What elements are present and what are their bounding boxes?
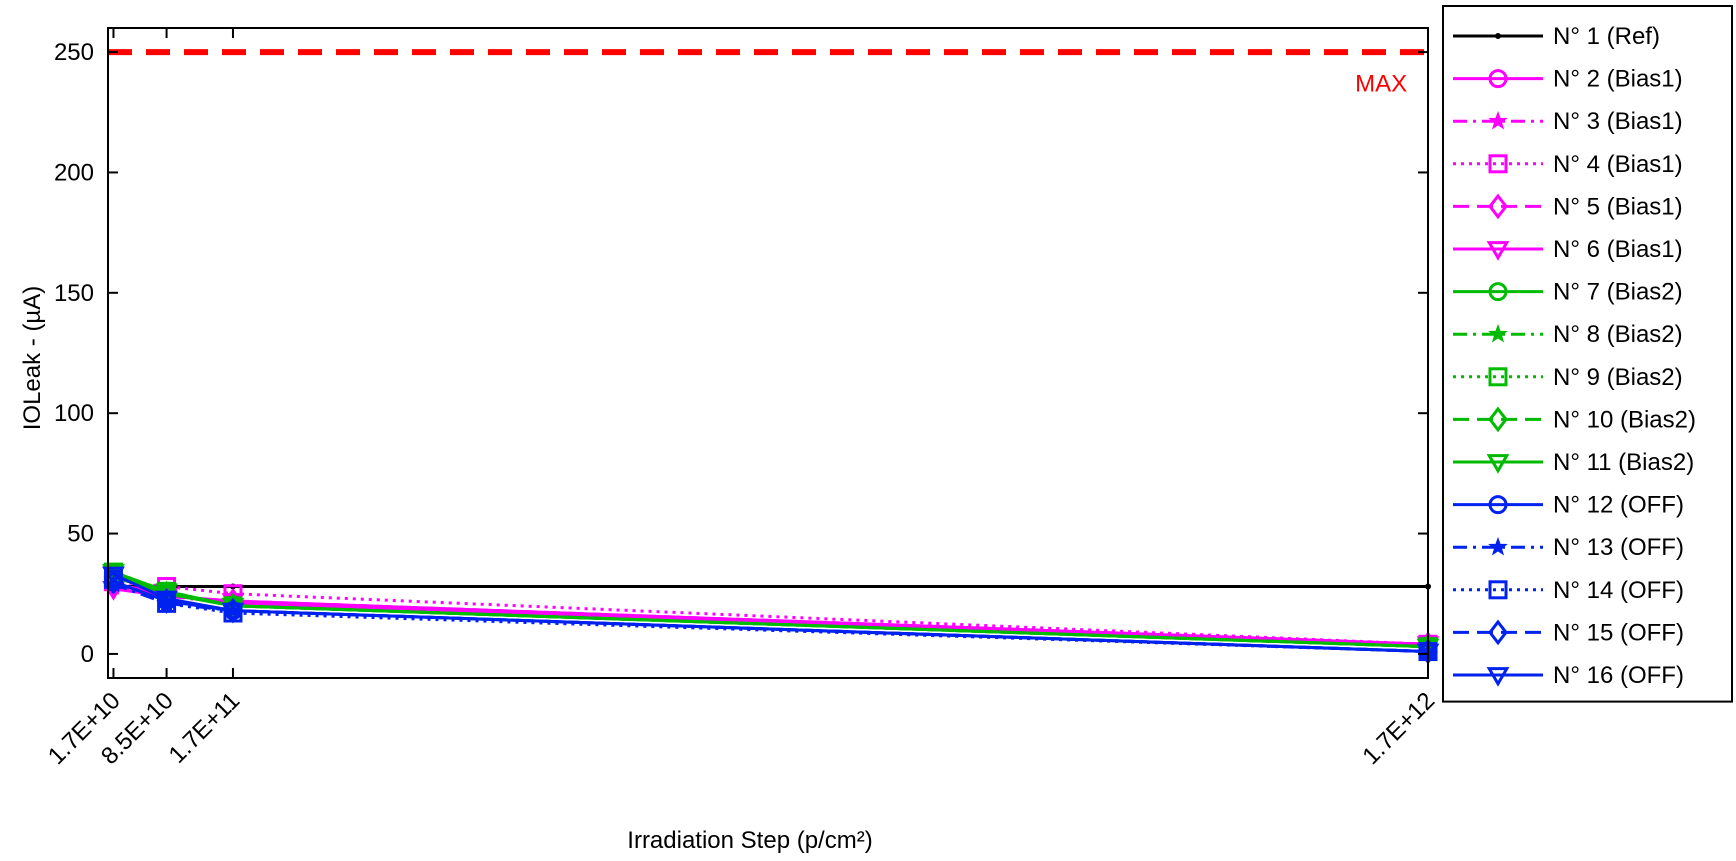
- x-axis-title: Irradiation Step (p/cm²): [627, 827, 872, 854]
- plot-frame: [107, 27, 1429, 679]
- legend-item-9: N° 9 (Bias2): [1453, 364, 1683, 391]
- legend: N° 1 (Ref) N° 2 (Bias1) N° 3 (Bias1) N° 4 (…: [1442, 5, 1733, 703]
- legend-label: N° 15 (OFF): [1553, 619, 1684, 646]
- legend-item-6: N° 6 (Bias1): [1453, 236, 1683, 263]
- y-tick-label: 50: [67, 521, 94, 548]
- legend-swatch-marker: [1486, 454, 1510, 474]
- legend-label: N° 7 (Bias2): [1553, 279, 1683, 306]
- legend-item-12: N° 12 (OFF): [1453, 492, 1684, 519]
- legend-swatch-marker: [1486, 667, 1510, 687]
- y-tick-label: 100: [54, 400, 94, 427]
- y-tick-label: 200: [54, 159, 94, 186]
- plot-background: [108, 28, 1428, 678]
- legend-label: N° 16 (OFF): [1553, 662, 1684, 689]
- legend-item-1: N° 1 (Ref): [1453, 23, 1660, 50]
- reference-line-layer: MAX: [108, 49, 1428, 97]
- legend-label: N° 9 (Bias2): [1553, 364, 1683, 391]
- legend-label: N° 1 (Ref): [1553, 23, 1660, 50]
- legend-swatch-marker: [1488, 367, 1508, 387]
- legend-swatch-marker: [1488, 282, 1508, 302]
- legend-label: N° 14 (OFF): [1553, 577, 1684, 604]
- legend-item-5: N° 5 (Bias1): [1453, 193, 1683, 220]
- legend-item-10: N° 10 (Bias2): [1453, 406, 1696, 433]
- legend-label: N° 3 (Bias1): [1553, 108, 1683, 135]
- legend-swatch-marker: [1488, 69, 1508, 89]
- legend-swatch-marker: [1488, 495, 1508, 515]
- x-tick-label: 1.7E+12: [1357, 687, 1440, 770]
- legend-label: N° 10 (Bias2): [1553, 406, 1696, 433]
- legend-item-4: N° 4 (Bias1): [1453, 151, 1683, 178]
- series-16-point-1: [102, 566, 125, 587]
- legend-swatch-marker: [1495, 33, 1501, 39]
- legend-item-14: N° 14 (OFF): [1453, 577, 1684, 604]
- legend-swatch-marker: [1488, 154, 1508, 174]
- legend-item-13: N° 13 (OFF): [1453, 534, 1684, 561]
- legend-label: N° 13 (OFF): [1553, 534, 1684, 561]
- x-tick-label: 1.7E+11: [164, 687, 246, 769]
- y-tick-label: 150: [54, 280, 94, 307]
- y-tick-label: 0: [81, 641, 94, 668]
- legend-swatch-marker: [1488, 193, 1508, 220]
- series-11-line: [112, 570, 1429, 649]
- plot-area: [108, 28, 1428, 678]
- legend-label: N° 11 (Bias2): [1553, 449, 1694, 476]
- series-layer: [102, 562, 1440, 665]
- legend-label: N° 5 (Bias1): [1553, 193, 1683, 220]
- legend-item-15: N° 15 (OFF): [1453, 619, 1684, 646]
- legend-label: N° 8 (Bias2): [1553, 321, 1683, 348]
- series-16-point-2: [155, 590, 178, 611]
- y-tick-label: 250: [54, 39, 94, 66]
- legend-item-11: N° 11 (Bias2): [1453, 449, 1694, 476]
- legend-swatch-marker: [1488, 580, 1508, 600]
- legend-swatch-marker: [1488, 323, 1508, 343]
- legend-label: N° 4 (Bias1): [1553, 151, 1683, 178]
- legend-item-2: N° 2 (Bias1): [1453, 66, 1683, 93]
- legend-label: N° 6 (Bias1): [1553, 236, 1683, 263]
- series-13-line: [112, 582, 1429, 653]
- legend-swatch-marker: [1486, 241, 1510, 261]
- annotation-max-label: MAX: [1355, 70, 1407, 97]
- legend-label: N° 2 (Bias1): [1553, 66, 1683, 93]
- legend-item-8: N° 8 (Bias2): [1453, 321, 1683, 348]
- legend-swatch-marker: [1488, 110, 1508, 130]
- legend-item-7: N° 7 (Bias2): [1453, 279, 1683, 306]
- y-axis-title: IOLeak - (µA): [19, 286, 46, 431]
- series-16-point-3: [221, 602, 245, 623]
- legend-item-16: N° 16 (OFF): [1453, 662, 1684, 689]
- legend-label: N° 12 (OFF): [1553, 492, 1684, 519]
- series-16-line: [112, 573, 1429, 653]
- legend-swatch-marker: [1488, 406, 1508, 433]
- legend-item-3: N° 3 (Bias1): [1453, 108, 1683, 135]
- legend-swatch-marker: [1488, 536, 1508, 556]
- legend-swatch-marker: [1488, 619, 1508, 646]
